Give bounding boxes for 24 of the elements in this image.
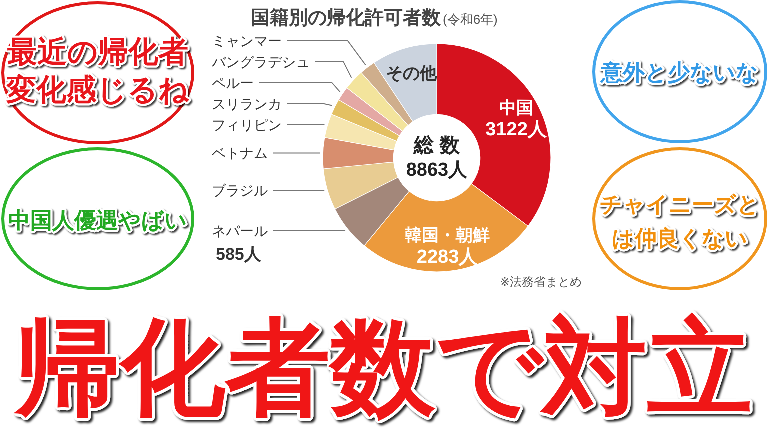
slice-label: スリランカ (212, 96, 282, 112)
data-label: 585人 (216, 244, 262, 264)
slice-label: バングラデシュ (211, 54, 310, 70)
slice-label: ベトナム (212, 145, 268, 162)
slice-label: フィリピン (212, 117, 282, 134)
slice-label: 韓国・朝鮮 (405, 226, 490, 246)
text: 帰化者数で対立 (14, 310, 752, 427)
text: チャイニーズとは仲良くない (600, 192, 760, 251)
slice-label: その他 (386, 64, 438, 84)
text: 総 数 (413, 135, 461, 157)
chart-subtitle: (令和6年) (443, 12, 498, 27)
slice-label: ブラジル (212, 182, 268, 199)
text: ※法務省まとめ (500, 275, 582, 289)
slice-label: ミャンマー (212, 33, 282, 50)
text: 8863人 (406, 160, 469, 181)
text: 中国人優遇やばい (8, 208, 188, 233)
data-label: 3122人 (486, 119, 548, 140)
slice-label: 中国 (499, 98, 534, 118)
slice-label: ペルー (212, 75, 254, 92)
text: 最近の帰化者変化感じるね (6, 36, 190, 107)
chart-title: 国籍別の帰化許可者数 (251, 7, 442, 29)
data-label: 2283人 (416, 247, 480, 268)
slice-label: ネパール (212, 222, 268, 239)
text: 意外と少ないな (600, 60, 759, 85)
